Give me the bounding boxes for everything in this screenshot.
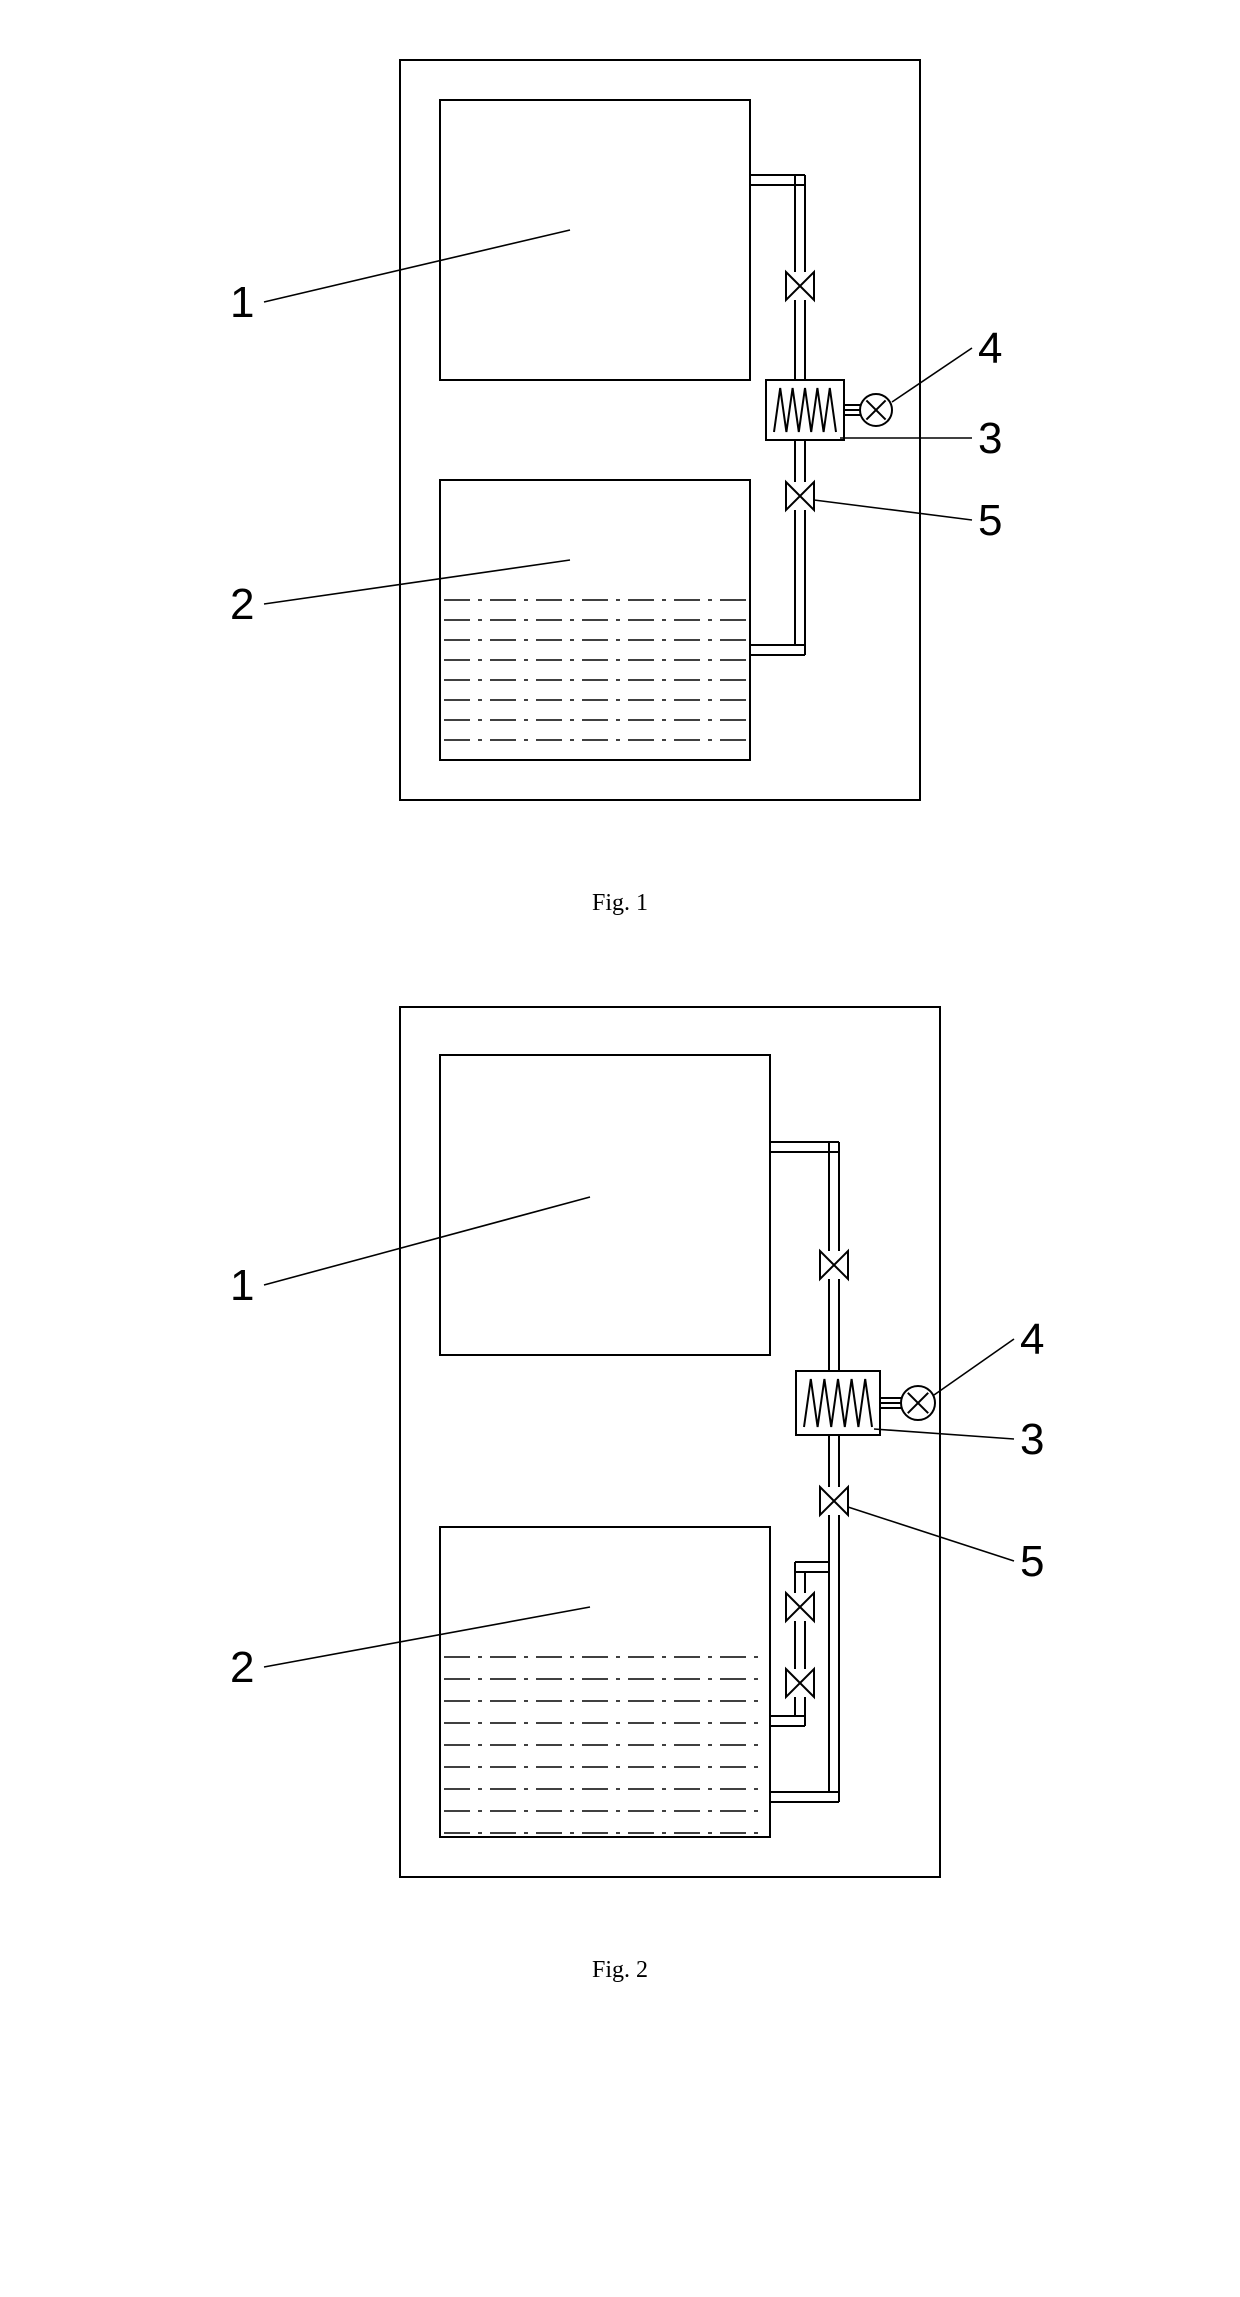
figure-caption: Fig. 1 — [40, 890, 1200, 917]
callout-label-4: 4 — [978, 324, 1002, 374]
diagram-svg — [120, 40, 1120, 860]
diagram-svg — [120, 987, 1120, 1927]
callout-label-2: 2 — [230, 580, 254, 630]
callout-label-2: 2 — [230, 1643, 254, 1693]
figure-1: 1 2 3 4 5 Fig. 1 — [40, 40, 1200, 917]
callout-label-4: 4 — [1020, 1315, 1044, 1365]
callout-label-1: 1 — [230, 1261, 254, 1311]
callout-label-5: 5 — [978, 496, 1002, 546]
callout-label-3: 3 — [978, 414, 1002, 464]
figure-caption: Fig. 2 — [40, 1957, 1200, 1984]
figure-2: 1 2 3 4 5 Fig. 2 — [40, 987, 1200, 1984]
callout-label-5: 5 — [1020, 1537, 1044, 1587]
callout-label-1: 1 — [230, 278, 254, 328]
callout-label-3: 3 — [1020, 1415, 1044, 1465]
